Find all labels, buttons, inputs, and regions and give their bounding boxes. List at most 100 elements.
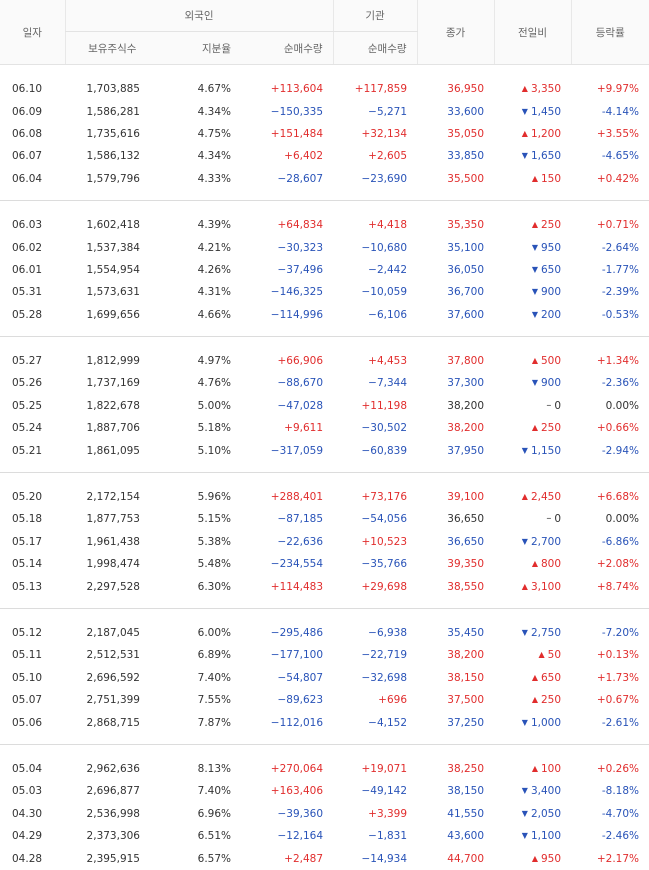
change-value: 900 bbox=[540, 377, 562, 390]
change-cell: ▼ 1,650 bbox=[494, 145, 571, 167]
ratio-cell: 5.15% bbox=[197, 513, 231, 526]
date-cell: 05.17 bbox=[12, 535, 43, 548]
close-cell: 36,650 bbox=[447, 513, 485, 526]
down-arrow-icon: ▼ bbox=[531, 242, 538, 252]
date-cell: 05.18 bbox=[12, 513, 43, 526]
date-cell: 05.28 bbox=[12, 308, 43, 321]
foreign-net-cell: +113,604 bbox=[270, 83, 324, 96]
close-cell: 35,500 bbox=[447, 172, 485, 185]
change-value: 500 bbox=[540, 355, 562, 368]
change-value: 250 bbox=[540, 694, 562, 707]
close-cell: 37,300 bbox=[447, 377, 485, 390]
foreign-net-cell: −114,996 bbox=[270, 308, 324, 321]
ratio-cell: 4.76% bbox=[197, 377, 231, 390]
rate-cell: -1.77% bbox=[601, 263, 640, 276]
change-cell: –0 bbox=[494, 508, 571, 530]
up-arrow-icon: ▲ bbox=[531, 853, 538, 863]
date-cell: 06.10 bbox=[12, 83, 43, 96]
rate-cell: +1.34% bbox=[596, 355, 640, 368]
table-row: 05.17 1,961,438 5.38% −22,636 +10,523 36,650 ▼… bbox=[0, 531, 649, 553]
close-cell: 36,700 bbox=[447, 286, 485, 299]
close-cell: 38,550 bbox=[447, 580, 485, 593]
institution-net-cell: −14,934 bbox=[361, 852, 408, 865]
ratio-cell: 5.48% bbox=[197, 558, 231, 571]
foreign-net-cell: −37,496 bbox=[277, 263, 324, 276]
foreign-net-cell: +9,611 bbox=[284, 422, 324, 435]
foreign-net-cell: −39,360 bbox=[277, 807, 324, 820]
down-arrow-icon: ▼ bbox=[521, 151, 528, 161]
change-value: 2,700 bbox=[530, 535, 562, 548]
group-spacer bbox=[0, 608, 649, 622]
change-value: 100 bbox=[540, 762, 562, 775]
change-cell: ▼ 650 bbox=[494, 259, 571, 281]
holdings-cell: 2,297,528 bbox=[86, 580, 140, 593]
header-date: 일자 bbox=[0, 0, 65, 65]
rate-cell: 0.00% bbox=[605, 399, 640, 412]
header-foreign-net: 순매수량 bbox=[241, 31, 334, 65]
foreign-net-cell: −22,636 bbox=[277, 535, 324, 548]
rate-cell: +6.68% bbox=[596, 491, 640, 504]
flat-dash-icon: – bbox=[546, 513, 552, 525]
group-divider bbox=[0, 189, 649, 201]
change-value: 1,650 bbox=[530, 150, 562, 163]
rate-cell: 0.00% bbox=[605, 513, 640, 526]
change-cell: ▼ 950 bbox=[494, 236, 571, 258]
institution-net-cell: −23,690 bbox=[361, 172, 408, 185]
institution-net-cell: −22,719 bbox=[361, 649, 408, 662]
date-cell: 06.02 bbox=[12, 241, 43, 254]
change-value: 1,200 bbox=[530, 127, 562, 140]
close-cell: 35,050 bbox=[447, 127, 485, 140]
header-rate: 등락률 bbox=[570, 0, 649, 65]
foreign-net-cell: +163,406 bbox=[270, 785, 324, 798]
holdings-cell: 2,868,715 bbox=[86, 716, 140, 729]
foreign-net-cell: −28,607 bbox=[277, 172, 324, 185]
holdings-cell: 2,187,045 bbox=[86, 627, 140, 639]
date-cell: 06.09 bbox=[12, 105, 43, 118]
ratio-cell: 4.39% bbox=[197, 219, 231, 232]
change-cell: ▼ 2,750 bbox=[494, 622, 571, 644]
down-arrow-icon: ▼ bbox=[521, 786, 528, 796]
foreign-net-cell: −30,323 bbox=[277, 241, 324, 254]
change-cell: ▲ 50 bbox=[494, 644, 571, 666]
ratio-cell: 4.34% bbox=[197, 105, 231, 118]
down-arrow-icon: ▼ bbox=[521, 808, 528, 818]
foreign-net-cell: +6,402 bbox=[284, 150, 324, 163]
holdings-cell: 2,172,154 bbox=[86, 491, 140, 504]
table-row: 05.06 2,868,715 7.87% −112,016 −4,152 37,250 ▼… bbox=[0, 711, 649, 733]
rate-cell: +8.74% bbox=[596, 580, 640, 593]
close-cell: 33,850 bbox=[447, 150, 485, 163]
ratio-cell: 5.96% bbox=[197, 491, 231, 504]
close-cell: 37,600 bbox=[447, 308, 485, 321]
date-cell: 05.25 bbox=[12, 399, 43, 412]
holdings-cell: 1,735,616 bbox=[86, 127, 140, 140]
holdings-cell: 1,737,169 bbox=[86, 377, 140, 390]
foreign-net-cell: −88,670 bbox=[277, 377, 324, 390]
foreign-net-cell: −177,100 bbox=[270, 649, 324, 662]
institution-net-cell: −6,938 bbox=[368, 627, 408, 639]
group-spacer bbox=[0, 744, 649, 758]
ratio-cell: 5.38% bbox=[197, 535, 231, 548]
down-arrow-icon: ▼ bbox=[521, 536, 528, 546]
holdings-cell: 1,586,132 bbox=[86, 150, 140, 163]
institution-net-cell: −30,502 bbox=[361, 422, 408, 435]
holdings-cell: 2,751,399 bbox=[86, 694, 140, 707]
table-row: 05.04 2,962,636 8.13% +270,064 +19,071 38,250… bbox=[0, 758, 649, 780]
rate-cell: +2.08% bbox=[596, 558, 640, 571]
holdings-cell: 2,696,877 bbox=[86, 785, 140, 798]
change-value: 650 bbox=[540, 263, 562, 276]
down-arrow-icon: ▼ bbox=[531, 287, 538, 297]
change-cell: ▲ 950 bbox=[494, 847, 571, 869]
institution-net-cell: −6,106 bbox=[368, 308, 408, 321]
holdings-cell: 2,536,998 bbox=[86, 807, 140, 820]
date-cell: 05.04 bbox=[12, 762, 43, 775]
down-arrow-icon: ▼ bbox=[521, 831, 528, 841]
rate-cell: -7.20% bbox=[601, 627, 640, 639]
change-value: 0 bbox=[554, 399, 562, 412]
change-cell: ▼ 1,150 bbox=[494, 439, 571, 461]
date-cell: 05.31 bbox=[12, 286, 43, 299]
down-arrow-icon: ▼ bbox=[531, 309, 538, 319]
holdings-cell: 2,962,636 bbox=[86, 762, 140, 775]
flat-dash-icon: – bbox=[546, 399, 552, 411]
foreign-net-cell: −146,325 bbox=[270, 286, 324, 299]
